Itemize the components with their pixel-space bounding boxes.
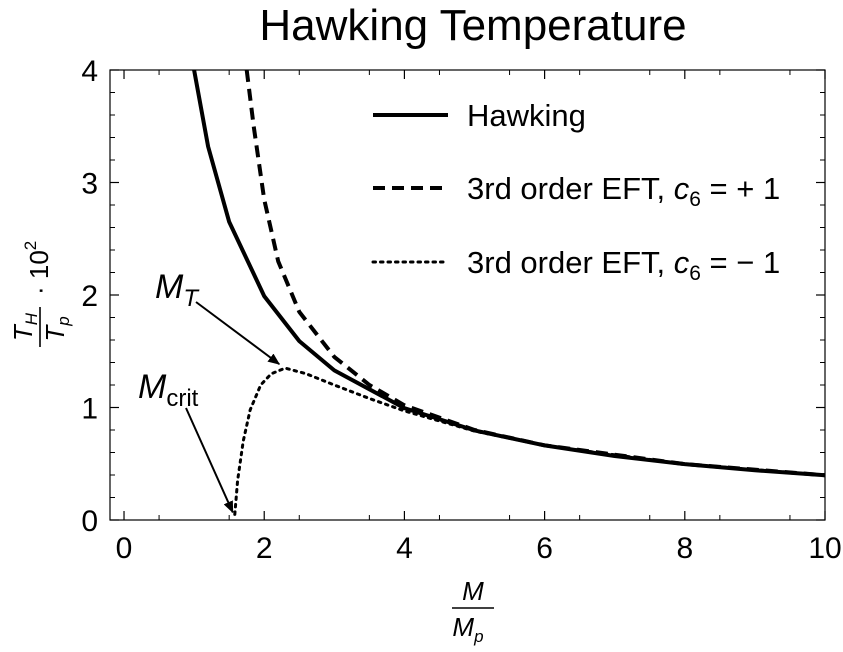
series-layer [192, 69, 827, 516]
y-axis-label-denominator: Tp [40, 316, 73, 341]
annotation-arrow-1 [185, 407, 234, 514]
x-axis-label-denominator: Mp [452, 612, 483, 646]
y-tick-label-0: 0 [81, 505, 98, 538]
annotation-label-0: MT [155, 268, 200, 312]
annotations-layer: MT Mcrit [138, 268, 281, 514]
x-tick-label-0: 0 [116, 532, 133, 565]
series-line-solid [192, 69, 826, 478]
x-axis-label-numerator: M [462, 576, 484, 606]
legend-label-2: 3rd order EFT, c6 = − 1 [467, 245, 780, 285]
y-tick-label-4: 4 [81, 55, 98, 88]
x-tick-label-4: 8 [676, 532, 693, 565]
y-axis-label-factor: · 102 [21, 241, 54, 295]
x-tick-label-1: 2 [256, 532, 273, 565]
y-axis-label-numerator: TH [8, 312, 41, 341]
legend: Hawking 3rd order EFT, c6 = + 1 3rd order … [371, 98, 780, 285]
chart-title: Hawking Temperature [259, 1, 686, 50]
y-tick-label-1: 1 [81, 393, 98, 426]
legend-label-1: 3rd order EFT, c6 = + 1 [467, 171, 780, 211]
y-axis-label: TH Tp · 102 [8, 241, 73, 347]
axis-ticks: 0 2 4 6 8 10 0 1 2 3 4 [81, 55, 841, 565]
plot-frame [109, 69, 826, 521]
y-tick-label-2: 2 [81, 280, 98, 313]
x-tick-label-2: 4 [396, 532, 413, 565]
y-tick-label-3: 3 [81, 168, 98, 201]
x-tick-label-5: 10 [808, 532, 841, 565]
x-tick-label-3: 6 [536, 532, 553, 565]
x-axis-label: M Mp [452, 576, 494, 646]
legend-label-0: Hawking [467, 98, 586, 133]
series-line-dotted [233, 366, 827, 516]
annotation-arrow-0 [195, 301, 281, 365]
annotation-label-1: Mcrit [138, 368, 199, 412]
